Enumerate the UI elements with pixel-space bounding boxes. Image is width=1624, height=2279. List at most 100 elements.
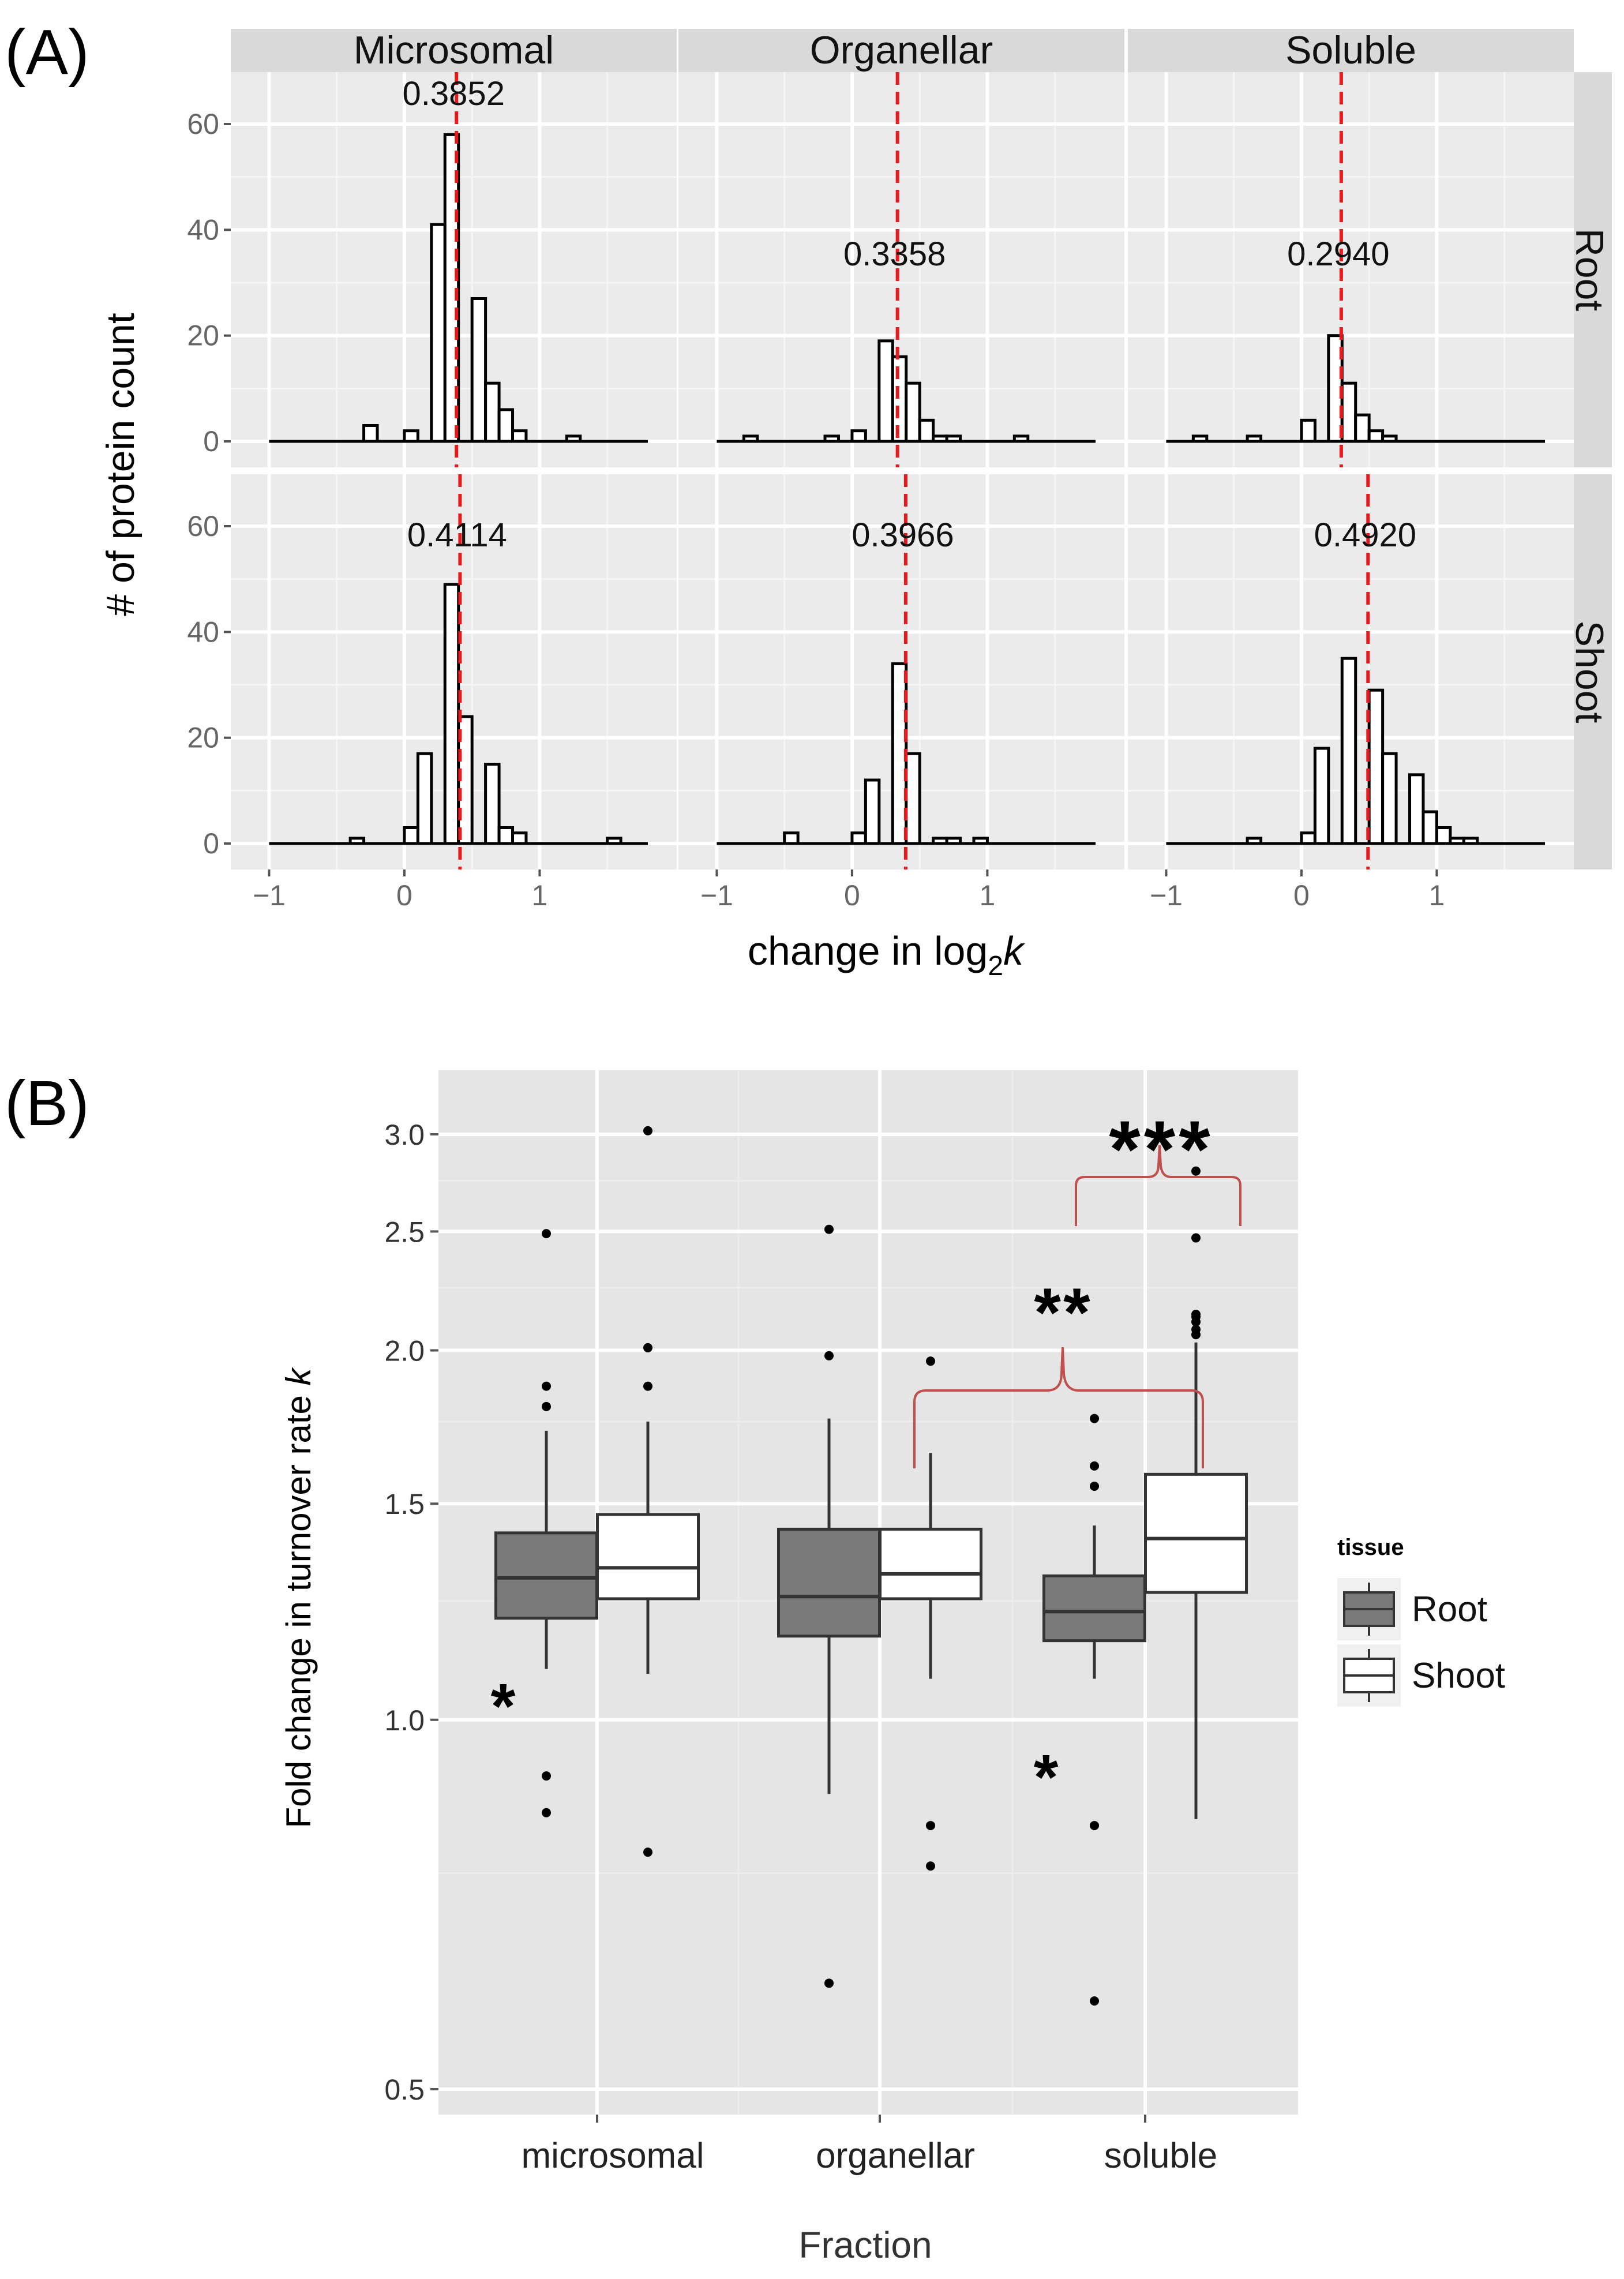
histogram-x-axis-label-subscript: 2 (988, 951, 1003, 981)
outlier-point (542, 1381, 551, 1391)
legend-entry-root: Root (1337, 1578, 1487, 1640)
histogram-bar (1313, 747, 1330, 845)
histogram-bar (1191, 434, 1209, 443)
histogram-bar (850, 831, 867, 845)
outlier-point (1090, 1481, 1099, 1491)
median-value-label: 0.3358 (843, 235, 946, 273)
box-iqr (1042, 1574, 1146, 1643)
box-iqr (494, 1531, 598, 1620)
histogram-bar (443, 583, 460, 845)
facet-strip-label-microsomal: Microsomal (354, 28, 554, 72)
x-tick-label: 0 (1293, 879, 1310, 912)
facet-strip-label-root: Root (1567, 228, 1611, 312)
histogram-bar (1381, 434, 1398, 443)
y-tick-label: 0 (203, 827, 219, 860)
histogram-bar (1449, 837, 1465, 845)
outlier-point (926, 1356, 935, 1366)
x-tick-label: 0 (844, 879, 860, 912)
histogram-bar (484, 763, 501, 845)
histogram-panel-root-soluble: 0.2940 (1128, 72, 1574, 467)
median-value-label: 0.4114 (407, 516, 507, 554)
y-tick-label: 0.5 (384, 2074, 425, 2106)
histogram-bar (416, 752, 433, 845)
histogram-bar (1246, 837, 1263, 845)
boxplot-y-axis-label: Fold change in turnover rate k (279, 1366, 318, 1828)
histogram-bar (1300, 831, 1317, 845)
x-tick-label-microsomal: microsomal (522, 2136, 704, 2176)
outlier-point (542, 1229, 551, 1239)
histogram-x-axis-label-main: change in log (748, 928, 988, 973)
legend-title: tissue (1337, 1535, 1404, 1560)
histogram-bar (972, 837, 989, 845)
panel-b-label: (B) (5, 1068, 89, 1139)
histogram-bar (1340, 657, 1357, 845)
histogram-bar (1422, 810, 1438, 845)
outlier-point (824, 1978, 834, 1988)
histogram-bar (1367, 429, 1385, 443)
outlier-point (926, 1861, 935, 1871)
x-tick-label: −1 (700, 879, 733, 912)
histogram-bar (565, 434, 582, 443)
boxplot-marks: ******* (491, 1104, 1248, 2006)
outlier-point (643, 1343, 652, 1352)
y-tick-label: 20 (187, 722, 219, 754)
outlier-point (926, 1821, 935, 1831)
histogram-bar (905, 752, 921, 845)
x-tick-label-organellar: organellar (816, 2136, 975, 2176)
outlier-point (643, 1381, 652, 1391)
histogram-bar (877, 339, 894, 443)
panel-a: (A) Microsomal Organellar Soluble Root Shoot… (5, 17, 1612, 981)
x-tick-label: 1 (1429, 879, 1445, 912)
boxplot-y-axis-label-variable: k (279, 1366, 318, 1385)
x-tick-label: 1 (532, 879, 548, 912)
histogram-panel-shoot-microsomal: 0.4114 (231, 474, 677, 869)
histogram-bar (511, 429, 528, 443)
x-tick-label-soluble: soluble (1104, 2136, 1217, 2176)
histogram-bar (1354, 413, 1371, 443)
median-value-label: 0.3852 (403, 75, 505, 113)
histogram-bar (362, 424, 379, 443)
histogram-panel-root-microsomal: 0.3852 (231, 72, 677, 467)
histogram-bar (497, 408, 515, 443)
histogram-panel-shoot-organellar: 0.3966 (678, 474, 1124, 869)
histogram-bar (918, 418, 935, 443)
y-tick-label: 1.0 (384, 1704, 425, 1737)
y-tick-label: 2.0 (384, 1335, 425, 1367)
histogram-panel-shoot-soluble: 0.4920 (1128, 474, 1574, 869)
significance-marker: ** (1034, 1274, 1092, 1351)
y-tick-label: 3.0 (384, 1119, 425, 1151)
histogram-bar (470, 297, 487, 443)
histogram-x-axis-label: change in log2k (748, 928, 1025, 981)
facet-strip-label-organellar: Organellar (810, 28, 993, 72)
histogram-bar (511, 831, 528, 845)
histogram-bar (497, 826, 515, 845)
histogram-x-axis-label-variable: k (1003, 928, 1025, 973)
histogram-bar (1367, 688, 1385, 845)
outlier-point (1090, 1414, 1099, 1423)
histogram-bar (932, 434, 948, 443)
outlier-point (542, 1771, 551, 1781)
outlier-point (824, 1351, 834, 1360)
significance-marker: *** (1109, 1104, 1213, 1194)
histogram-bar (945, 837, 962, 845)
box-shoot-microsomal (596, 1126, 700, 1857)
box-shoot-soluble (1144, 1166, 1248, 1819)
outlier-point (542, 1401, 551, 1411)
y-tick-label: 20 (187, 320, 219, 352)
histogram-bar (864, 778, 881, 845)
histogram-panel-root-organellar: 0.3358 (678, 72, 1124, 467)
box-root-soluble (1042, 1414, 1146, 2006)
histogram-bar (783, 831, 800, 845)
facet-strip-soluble (1128, 29, 1574, 72)
histogram-bar (850, 429, 867, 443)
panel-b: (B) 0.5 1.0 1.5 2.0 2.5 3.0 microsomal organell… (5, 1068, 1505, 2266)
significance-bracket-organellar-soluble (913, 1347, 1204, 1468)
histogram-bar (1381, 752, 1398, 845)
x-tick-label: −1 (253, 879, 286, 912)
histogram-bar (430, 223, 447, 443)
histogram-bar (1246, 434, 1263, 443)
box-root-organellar (777, 1224, 881, 1988)
histogram-bar (1300, 418, 1317, 443)
facet-strip-microsomal (231, 29, 677, 72)
x-tick-label: 0 (396, 879, 412, 912)
